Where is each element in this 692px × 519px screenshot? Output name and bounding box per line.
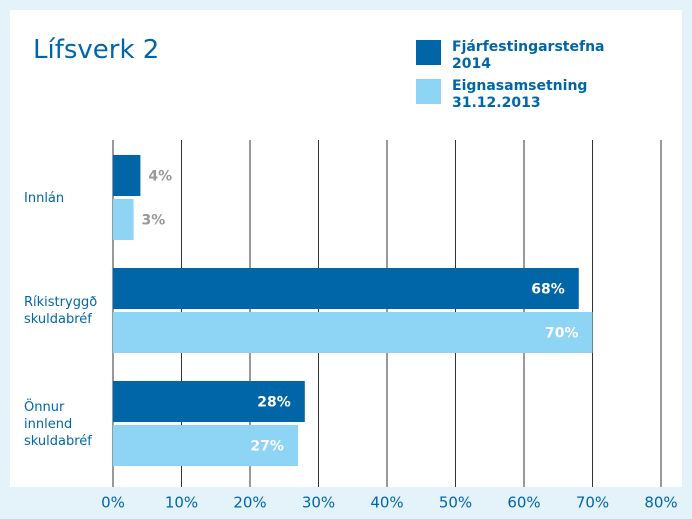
x-tick-label: 50% (439, 494, 472, 512)
value-label: 70% (545, 326, 579, 342)
bar (113, 312, 593, 353)
legend-label: Eignasamsetning 31.12.2013 (452, 78, 588, 111)
y-tick-label: Önnur innlend skuldabréf (24, 399, 92, 449)
x-tick-label: 20% (233, 494, 266, 512)
bar (113, 199, 134, 240)
x-tick-label: 40% (370, 494, 403, 512)
x-tick-label: 10% (165, 494, 198, 512)
bar (113, 268, 579, 309)
x-tick-label: 80% (644, 494, 677, 512)
legend-label: Fjárfestingarstefna 2014 (452, 39, 605, 72)
x-tick-label: 0% (101, 494, 125, 512)
bar (113, 425, 298, 466)
y-tick-label: Ríkistryggð skuldabréf (24, 295, 98, 327)
value-label: 28% (257, 395, 291, 411)
x-tick-label: 70% (576, 494, 609, 512)
value-label: 27% (250, 439, 284, 455)
value-label: 4% (148, 169, 172, 185)
value-label: 3% (142, 213, 166, 229)
x-tick-label: 30% (302, 494, 335, 512)
y-tick-label: Innlán (24, 190, 65, 206)
legend-swatch (416, 40, 441, 65)
value-label: 68% (531, 282, 565, 298)
bar (113, 155, 141, 196)
bar (113, 381, 305, 422)
chart-title: Lífsverk 2 (33, 35, 160, 65)
legend-swatch (416, 79, 441, 104)
x-tick-label: 60% (507, 494, 540, 512)
